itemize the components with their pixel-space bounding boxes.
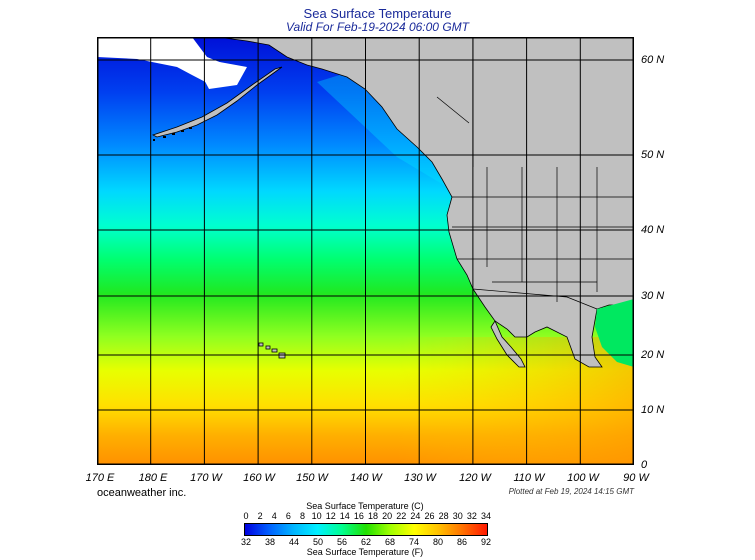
legend-celsius-tick: 18 [368, 511, 379, 521]
legend-celsius-tick: 0 [243, 511, 249, 521]
legend-fahrenheit-tick: 44 [288, 537, 300, 547]
legend-fahrenheit-tick: 62 [360, 537, 372, 547]
legend-celsius-tick: 26 [424, 511, 435, 521]
lon-label-160w: 160 W [243, 472, 275, 484]
lon-label-90w: 90 W [623, 472, 649, 484]
lat-label-50n: 50 N [641, 149, 665, 161]
legend-celsius-tick: 32 [466, 511, 477, 521]
graticule [97, 37, 634, 465]
legend-title-fahrenheit: Sea Surface Temperature (F) [306, 547, 424, 557]
lon-label-180e: 180 E [138, 472, 168, 484]
lat-label-40n: 40 N [641, 224, 665, 236]
map-border [97, 37, 634, 465]
legend-fahrenheit-tick: 56 [336, 537, 348, 547]
sea-ice-bering [97, 37, 227, 87]
sst-map [97, 37, 634, 465]
legend-fahrenheit-tick: 80 [432, 537, 444, 547]
legend-celsius-tick: 34 [480, 511, 492, 521]
legend-celsius-tick: 6 [285, 511, 291, 521]
legend-celsius-tick: 8 [299, 511, 305, 521]
legend-color-bar [244, 523, 488, 536]
legend-celsius-tick: 4 [271, 511, 277, 521]
lat-label-10n: 10 N [641, 404, 665, 416]
legend-celsius-tick: 20 [382, 511, 393, 521]
legend-fahrenheit-tick: 86 [456, 537, 468, 547]
lon-label-170e: 170 E [85, 472, 115, 484]
legend-celsius-tick: 30 [452, 511, 463, 521]
sea-ice-patch [192, 57, 247, 89]
lat-label-30n: 30 N [641, 290, 665, 302]
legend-title-celsius: Sea Surface Temperature (C) [306, 501, 424, 511]
legend-fahrenheit-tick: 74 [408, 537, 420, 547]
legend-celsius-tick: 12 [325, 511, 336, 521]
lon-label-130w: 130 W [404, 472, 436, 484]
legend-celsius-tick: 2 [257, 511, 263, 521]
credit-text: oceanweather inc. [97, 487, 187, 499]
legend-fahrenheit-tick: 38 [264, 537, 276, 547]
lat-label-20n: 20 N [641, 349, 665, 361]
lat-label-0: 0 [641, 459, 648, 471]
legend-fahrenheit-tick: 50 [312, 537, 324, 547]
aleutian-islands [153, 127, 192, 141]
lon-label-110w: 110 W [513, 472, 545, 484]
legend-fahrenheit-tick: 92 [480, 537, 492, 547]
legend-celsius-tick: 28 [438, 511, 449, 521]
legend-celsius-tick: 24 [410, 511, 421, 521]
lon-label-140w: 140 W [350, 472, 382, 484]
legend-fahrenheit-tick: 68 [384, 537, 396, 547]
lon-label-120w: 120 W [459, 472, 491, 484]
lon-label-100w: 100 W [567, 472, 599, 484]
legend-celsius-tick: 10 [311, 511, 322, 521]
lat-label-60n: 60 N [641, 54, 665, 66]
lon-label-170w: 170 W [190, 472, 222, 484]
map-subtitle: Valid For Feb-19-2024 06:00 GMT [286, 20, 469, 34]
legend-celsius-tick: 14 [339, 511, 350, 521]
plotted-timestamp: Plotted at Feb 19, 2024 14:15 GMT [508, 487, 634, 496]
land-alaska-peninsula [151, 66, 283, 138]
legend-fahrenheit-tick: 32 [240, 537, 252, 547]
map-title: Sea Surface Temperature [303, 6, 452, 21]
gulf-of-mexico [595, 299, 634, 367]
legend-celsius-tick: 16 [353, 511, 364, 521]
legend-celsius-tick: 22 [396, 511, 407, 521]
lon-label-150w: 150 W [296, 472, 328, 484]
sst-map-canvas [97, 37, 634, 465]
